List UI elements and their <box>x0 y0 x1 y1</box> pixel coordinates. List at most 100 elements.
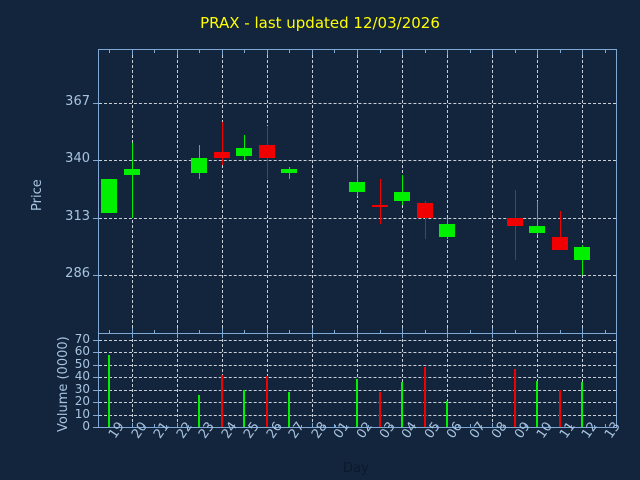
volume-minor-tick <box>255 425 257 427</box>
day-gridline <box>492 334 494 427</box>
day-tick-major <box>537 50 539 55</box>
price-tick-label: 367 <box>65 94 90 109</box>
volume-minor-tick <box>176 425 178 427</box>
day-tick-major <box>582 328 584 333</box>
day-tick-minor <box>334 50 336 53</box>
volume-minor-tick <box>593 425 595 427</box>
day-gridline <box>582 334 584 427</box>
day-tick-major <box>582 334 584 338</box>
day-tick-minor <box>379 330 381 333</box>
candle-body <box>236 147 253 157</box>
day-tick-major <box>221 334 223 338</box>
day-gridline <box>311 334 313 427</box>
volume-bar <box>220 374 223 427</box>
day-tick-minor <box>559 330 561 333</box>
day-tick-major <box>447 334 449 338</box>
volume-minor-tick <box>345 425 347 427</box>
day-tick-minor <box>244 330 246 333</box>
candle-wick <box>582 245 584 275</box>
volume-minor-tick <box>604 425 606 427</box>
day-tick-minor <box>604 330 606 333</box>
day-tick-minor <box>154 50 156 53</box>
volume-bar <box>243 389 246 427</box>
volume-bar <box>423 367 426 427</box>
day-gridline <box>176 50 178 333</box>
day-tick-major <box>311 50 313 55</box>
day-tick-major <box>492 328 494 333</box>
candle-body <box>551 236 568 250</box>
volume-bar <box>288 392 291 427</box>
volume-minor-tick <box>210 425 212 427</box>
price-tick-label: 313 <box>65 208 90 224</box>
candle-body <box>371 204 388 208</box>
day-gridline <box>311 50 313 333</box>
day-tick-major <box>176 328 178 333</box>
volume-axis-left <box>98 333 99 427</box>
day-tick-minor <box>289 330 291 333</box>
candle-body <box>281 168 298 174</box>
volume-bar <box>513 368 516 427</box>
volume-minor-tick <box>413 425 415 427</box>
price-axis-right <box>616 49 617 333</box>
day-tick-major <box>357 50 358 55</box>
volume-minor-tick <box>390 425 392 427</box>
volume-tick <box>93 389 98 391</box>
day-tick-major <box>176 334 178 338</box>
day-tick-major <box>266 50 268 55</box>
volume-tick-label: 20 <box>74 394 90 409</box>
volume-minor-tick <box>120 425 122 427</box>
volume-minor-tick <box>165 425 167 427</box>
price-tick <box>93 103 98 104</box>
volume-bar <box>108 354 111 427</box>
volume-minor-tick <box>435 425 437 427</box>
day-tick-major <box>402 50 404 55</box>
candle-wick <box>131 143 133 218</box>
volume-bar <box>378 392 381 427</box>
day-gridline <box>402 334 404 427</box>
day-tick-major <box>311 328 313 333</box>
day-tick-label: 13 <box>601 419 624 442</box>
day-tick-major <box>447 328 449 333</box>
day-tick-major <box>176 50 178 55</box>
volume-minor-tick <box>98 425 99 427</box>
day-tick-minor <box>289 50 291 53</box>
day-tick-minor <box>469 50 471 53</box>
volume-bar <box>356 378 358 427</box>
candle-body <box>191 158 208 174</box>
volume-minor-tick <box>300 425 302 427</box>
volume-minor-tick <box>458 425 460 427</box>
day-gridline <box>537 50 539 333</box>
day-tick-minor <box>334 330 336 333</box>
candle-wick <box>221 122 223 165</box>
day-tick-minor <box>514 50 516 53</box>
candle-body <box>506 217 523 227</box>
candle-body <box>213 151 230 159</box>
candle-body <box>439 224 456 237</box>
volume-bar <box>558 389 561 427</box>
day-tick-major <box>311 334 313 338</box>
candle-body <box>258 145 275 159</box>
volume-minor-tick <box>233 425 235 427</box>
day-gridline <box>266 50 268 333</box>
day-tick-label: 21 <box>151 419 174 442</box>
volume-tick <box>93 352 98 354</box>
volume-minor-tick <box>188 425 190 427</box>
volume-tick-label: 10 <box>74 406 90 421</box>
day-gridline <box>221 50 223 333</box>
volume-minor-tick <box>503 425 505 427</box>
volume-minor-tick <box>334 425 336 427</box>
day-tick-major <box>402 328 404 333</box>
day-gridline <box>131 334 133 427</box>
day-tick-minor <box>379 50 381 53</box>
price-tick-label: 340 <box>65 151 90 167</box>
day-tick-minor <box>244 50 246 53</box>
day-tick-major <box>582 50 584 55</box>
day-tick-minor <box>604 50 606 53</box>
volume-minor-tick <box>323 425 325 427</box>
volume-minor-tick <box>154 425 156 427</box>
volume-minor-tick <box>143 425 144 427</box>
day-tick-major <box>447 50 449 55</box>
volume-bar <box>536 381 539 427</box>
volume-minor-tick <box>571 425 572 427</box>
price-axis-left <box>98 49 99 333</box>
